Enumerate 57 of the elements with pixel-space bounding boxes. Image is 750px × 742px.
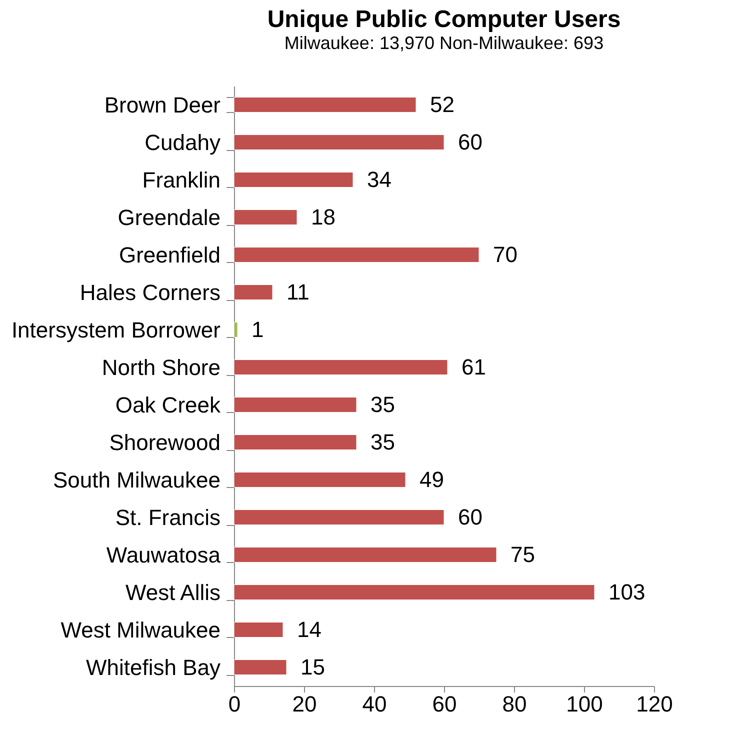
y-tick-label: West Allis bbox=[126, 580, 220, 605]
y-tick-label: Brown Deer bbox=[104, 92, 220, 118]
data-label: 11 bbox=[286, 279, 310, 304]
bar bbox=[234, 472, 406, 488]
chart-title: Unique Public Computer Users bbox=[267, 6, 621, 33]
chart-subtitle: Milwaukee: 13,970 Non-Milwaukee: 693 bbox=[284, 33, 604, 53]
x-tick-label: 20 bbox=[292, 692, 317, 716]
data-label: 75 bbox=[510, 542, 535, 567]
x-tick-label: 0 bbox=[228, 692, 241, 716]
bar bbox=[234, 247, 480, 262]
bar bbox=[234, 622, 284, 638]
bar bbox=[234, 397, 357, 412]
y-tick-label: Greenfield bbox=[118, 242, 220, 268]
data-label: 14 bbox=[297, 616, 322, 642]
data-label: 103 bbox=[608, 579, 646, 604]
y-tick-label: Shorewood bbox=[109, 430, 220, 455]
y-tick-label: Oak Creek bbox=[115, 392, 222, 418]
data-label: 52 bbox=[430, 92, 454, 117]
data-label: 1 bbox=[252, 316, 264, 342]
y-tick-label: Franklin bbox=[142, 167, 220, 192]
bar bbox=[234, 360, 448, 375]
data-label: 34 bbox=[367, 166, 392, 192]
bar bbox=[234, 584, 595, 600]
data-label: 49 bbox=[420, 466, 444, 492]
y-tick-label: Hales Corners bbox=[80, 280, 220, 305]
data-label: 60 bbox=[458, 129, 482, 154]
bar bbox=[234, 660, 287, 675]
bar bbox=[234, 510, 444, 525]
x-tick-label: 60 bbox=[432, 692, 457, 716]
x-tick-label: 120 bbox=[636, 692, 673, 716]
y-tick-label: Cudahy bbox=[144, 130, 220, 155]
data-label: 15 bbox=[300, 654, 325, 680]
y-tick-label: Whitefish Bay bbox=[86, 654, 220, 680]
x-tick-label: 40 bbox=[362, 692, 387, 716]
data-label: 18 bbox=[311, 204, 336, 230]
y-tick-label: St. Francis bbox=[115, 504, 220, 530]
bar bbox=[234, 284, 273, 300]
bar bbox=[234, 434, 357, 450]
bar bbox=[234, 547, 497, 562]
x-tick-label: 100 bbox=[566, 692, 603, 716]
y-tick-label: Greendale bbox=[118, 204, 220, 230]
y-tick-label: Wauwatosa bbox=[106, 542, 222, 568]
data-label: 35 bbox=[370, 392, 395, 417]
bar bbox=[234, 97, 416, 112]
data-label: 60 bbox=[458, 504, 482, 530]
data-label: 35 bbox=[370, 429, 395, 454]
bar bbox=[234, 172, 354, 188]
data-label: 70 bbox=[493, 242, 518, 267]
bar bbox=[234, 322, 238, 338]
y-tick-label: South Milwaukee bbox=[52, 467, 220, 492]
y-tick-label: North Shore bbox=[102, 354, 220, 380]
y-tick-label: West Milwaukee bbox=[60, 617, 220, 642]
data-label: 61 bbox=[462, 354, 486, 380]
bar bbox=[234, 210, 298, 225]
y-tick-label: Intersystem Borrower bbox=[11, 317, 220, 342]
bar bbox=[234, 134, 444, 150]
x-tick-label: 80 bbox=[502, 692, 527, 716]
